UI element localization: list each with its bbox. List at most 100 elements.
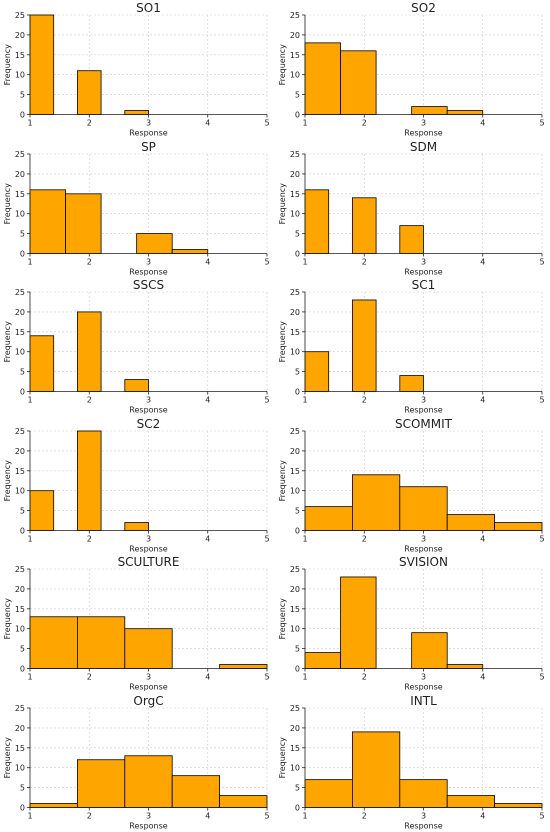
y-tick-label: 10 [15,763,25,772]
y-tick-label: 5 [295,645,300,654]
y-tick-label: 10 [15,348,25,357]
x-tick-label: 3 [146,534,151,543]
x-tick-label: 5 [539,534,544,543]
y-tick-label: 10 [290,625,300,634]
x-tick-label: 2 [87,119,92,128]
histogram-bar [304,778,353,808]
histogram-bar [352,730,401,808]
histogram-sc1: 1 2 3 4 5 0 5 10 15 20 25 SC1 Response Frequency [278,278,545,415]
histogram-so2: 1 2 3 4 5 0 5 10 15 20 25 SO2 Response Frequency [278,1,545,138]
x-axis-label: Response [404,683,443,692]
chart-title: SP [141,140,156,154]
x-tick-label: 4 [205,119,210,128]
histogram-bar [304,351,330,392]
histogram-bar [352,473,401,531]
x-tick-label: 1 [302,811,307,820]
y-tick-label: 0 [295,526,300,535]
chart-title: SC1 [412,278,436,292]
y-tick-label: 10 [290,486,300,495]
histogram-bar [411,632,448,669]
chart-title: SDM [410,140,437,154]
x-axis-label: Response [404,544,443,553]
histogram-bar [29,489,55,531]
y-axis-label: Frequency [3,736,12,778]
y-tick-label: 20 [290,308,300,317]
x-tick-label: 5 [264,257,269,266]
histogram-bar [29,14,55,115]
y-tick-label: 25 [290,427,300,436]
y-tick-label: 10 [290,348,300,357]
y-tick-label: 15 [15,51,25,60]
y-tick-label: 0 [20,388,25,397]
y-tick-label: 0 [20,665,25,674]
y-tick-label: 25 [290,704,300,713]
y-tick-label: 5 [20,368,25,377]
y-tick-label: 0 [295,388,300,397]
y-tick-label: 5 [295,229,300,238]
histogram-bar [65,192,102,254]
y-tick-label: 25 [15,11,25,20]
y-tick-label: 20 [290,31,300,40]
x-tick-label: 4 [480,811,485,820]
y-tick-label: 10 [290,71,300,80]
y-axis-label: Frequency [3,459,12,501]
y-tick-label: 25 [15,150,25,159]
histogram-sc2: 1 2 3 4 5 0 5 10 15 20 25 SC2 Response Frequency [3,417,270,554]
x-tick-label: 5 [539,119,544,128]
x-tick-label: 3 [421,396,426,405]
histogram-bar [494,521,543,531]
x-axis-label: Response [404,129,443,138]
x-tick-label: 2 [87,673,92,682]
histogram-sscs: 1 2 3 4 5 0 5 10 15 20 25 SSCS Response Frequency [3,278,270,415]
x-axis-label: Response [129,129,168,138]
x-axis-label: Response [129,683,168,692]
x-tick-label: 3 [421,119,426,128]
y-tick-label: 20 [15,723,25,732]
histogram-bar [304,188,330,254]
x-tick-label: 3 [421,257,426,266]
y-tick-label: 25 [290,565,300,574]
x-tick-label: 3 [146,257,151,266]
y-tick-label: 0 [20,111,25,120]
y-tick-label: 15 [290,605,300,614]
x-tick-label: 1 [27,396,32,405]
y-tick-label: 5 [20,506,25,515]
y-tick-label: 20 [15,585,25,594]
histogram-bar [77,616,126,669]
histogram-bar [494,802,543,808]
y-tick-label: 15 [290,189,300,198]
histogram-bar [29,616,78,669]
histogram-bar [304,42,341,115]
y-axis-label: Frequency [278,182,287,224]
x-tick-label: 2 [362,673,367,682]
histogram-bar [77,70,102,115]
histogram-bar [340,50,377,115]
histogram-bar [399,224,424,254]
y-tick-label: 10 [15,209,25,218]
chart-title: SSCS [133,278,164,292]
y-tick-label: 10 [290,763,300,772]
histogram-bar [29,188,66,254]
histogram-bar [171,248,209,254]
histogram-bar [411,106,448,115]
histogram-bar [29,802,78,808]
chart-title: SVISION [399,555,448,569]
x-tick-label: 2 [87,534,92,543]
y-axis-label: Frequency [278,736,287,778]
x-tick-label: 5 [539,673,544,682]
histogram-intl: 1 2 3 4 5 0 5 10 15 20 25 INTL Response Frequency [278,694,545,831]
histogram-bar [124,521,149,531]
y-tick-label: 5 [20,91,25,100]
histogram-bar [124,110,149,115]
y-tick-label: 0 [295,665,300,674]
y-tick-label: 15 [290,51,300,60]
histogram-so1: 1 2 3 4 5 0 5 10 15 20 25 SO1 Response Frequency [3,1,270,138]
y-axis-label: Frequency [278,321,287,363]
x-tick-label: 3 [146,673,151,682]
histogram-bar [219,794,268,808]
x-tick-label: 4 [480,396,485,405]
x-tick-label: 5 [264,396,269,405]
x-tick-label: 1 [27,811,32,820]
histogram-scommit: 1 2 3 4 5 0 5 10 15 20 25 SCOMMIT Response Frequency [278,417,545,554]
y-tick-label: 10 [15,625,25,634]
